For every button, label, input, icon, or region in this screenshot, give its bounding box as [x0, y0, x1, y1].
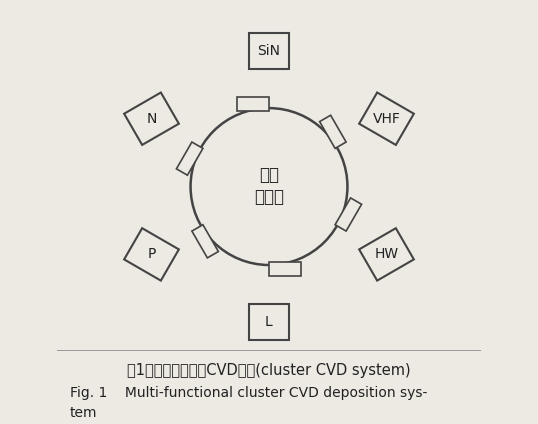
- Polygon shape: [269, 262, 301, 276]
- Text: 中央: 中央: [259, 166, 279, 184]
- Polygon shape: [124, 228, 179, 281]
- Polygon shape: [359, 228, 414, 281]
- Polygon shape: [192, 225, 218, 258]
- Text: L: L: [265, 315, 273, 329]
- Text: Fig. 1    Multi-functional cluster CVD deposition sys-: Fig. 1 Multi-functional cluster CVD depo…: [70, 386, 427, 400]
- Text: tem: tem: [70, 406, 97, 421]
- Text: SiN: SiN: [258, 44, 280, 58]
- Polygon shape: [335, 198, 362, 231]
- Polygon shape: [320, 115, 346, 148]
- Text: P: P: [147, 247, 155, 262]
- Text: 传输室: 传输室: [254, 188, 284, 206]
- Text: N: N: [146, 112, 157, 126]
- Text: VHF: VHF: [372, 112, 400, 126]
- Circle shape: [190, 108, 348, 265]
- Polygon shape: [249, 33, 289, 69]
- Polygon shape: [124, 92, 179, 145]
- Polygon shape: [359, 92, 414, 145]
- Polygon shape: [237, 97, 269, 111]
- Polygon shape: [249, 304, 289, 340]
- Polygon shape: [176, 142, 203, 175]
- Text: HW: HW: [374, 247, 399, 262]
- Text: 图1　实验用多功能CVD系统(cluster CVD system): 图1 实验用多功能CVD系统(cluster CVD system): [127, 363, 411, 379]
